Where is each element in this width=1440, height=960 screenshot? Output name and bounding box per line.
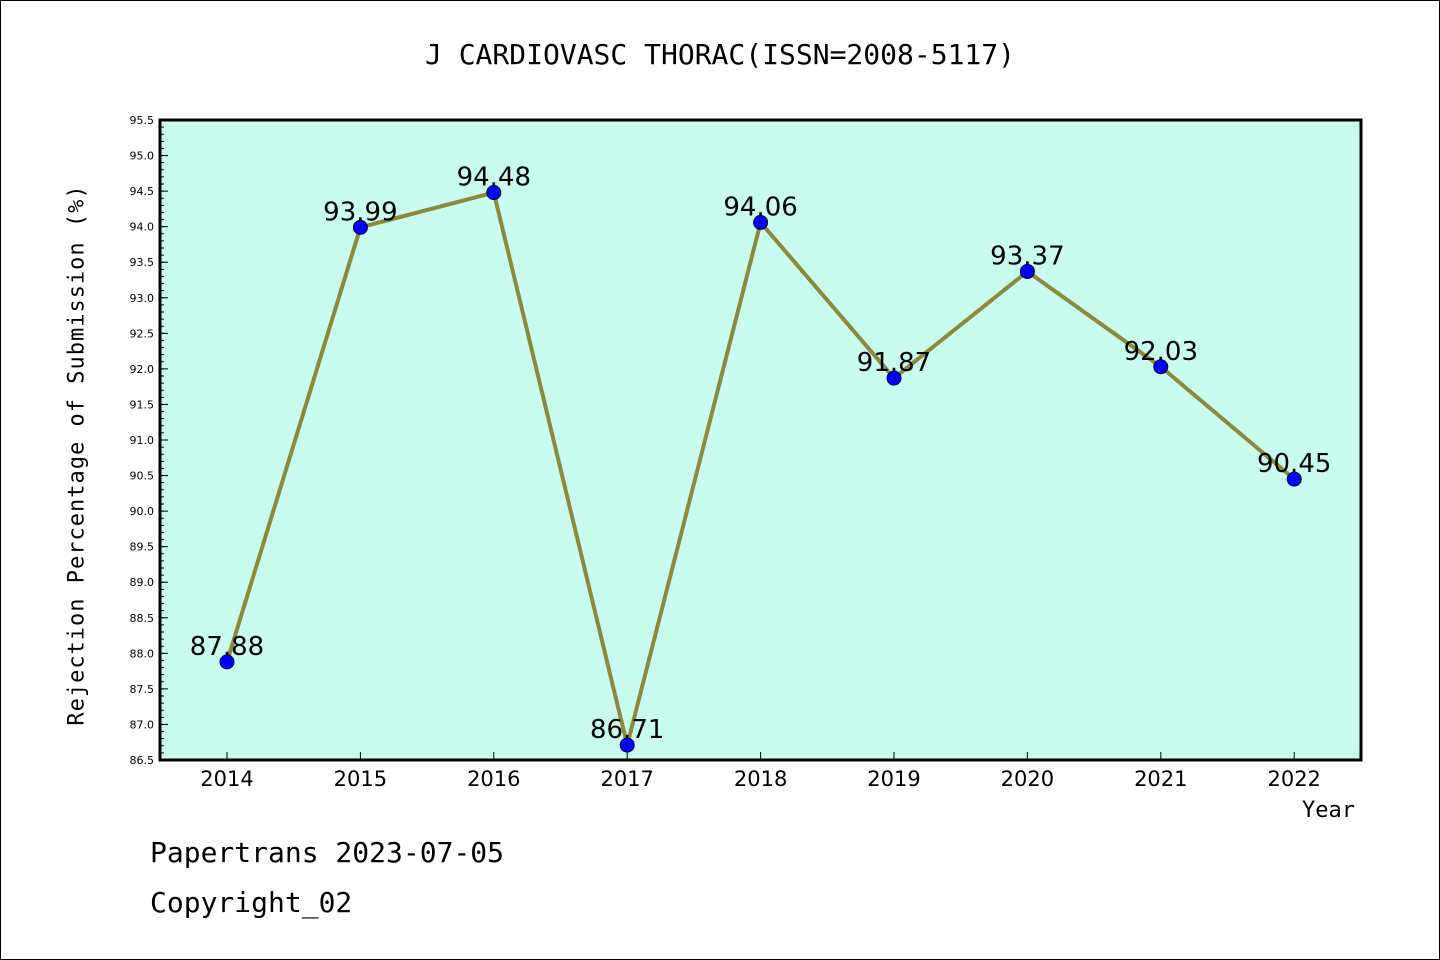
x-tick-label: 2015 (334, 767, 387, 791)
data-point (1153, 359, 1169, 375)
x-tick-label: 2014 (200, 767, 253, 791)
data-label: 93.99 (323, 197, 397, 227)
y-tick-label: 92.0 (130, 363, 155, 376)
data-point (753, 214, 769, 230)
y-tick-label: 91.0 (130, 434, 155, 447)
data-point (886, 370, 902, 386)
y-tick-label: 88.5 (130, 612, 155, 625)
y-tick-label: 89.5 (130, 541, 155, 554)
data-label: 87.88 (190, 632, 264, 662)
x-tick-label: 2016 (467, 767, 520, 791)
y-tick-label: 94.0 (130, 221, 155, 234)
footer-copyright: Copyright_02 (150, 886, 353, 919)
data-label: 90.45 (1257, 449, 1331, 479)
chart-title: J CARDIOVASC THORAC(ISSN=2008-5117) (424, 38, 1015, 71)
y-tick-label: 95.5 (130, 114, 155, 127)
x-tick-label: 2018 (734, 767, 787, 791)
plot-border (158, 118, 1363, 762)
y-tick-label: 86.5 (130, 754, 155, 767)
data-label: 93.37 (990, 241, 1064, 271)
y-tick-label: 88.0 (130, 647, 155, 660)
y-tick-label: 95.0 (130, 150, 155, 163)
y-tick-label: 93.0 (130, 292, 155, 305)
y-tick-label: 92.5 (130, 327, 155, 340)
y-tick-label: 90.0 (130, 505, 155, 518)
data-label: 94.48 (457, 163, 531, 193)
data-point (219, 654, 235, 670)
data-label: 92.03 (1124, 337, 1198, 367)
data-point (1019, 263, 1035, 279)
y-tick-label: 90.5 (130, 470, 155, 483)
data-point (486, 185, 502, 201)
data-point (352, 219, 368, 235)
footer-date: Papertrans 2023-07-05 (150, 836, 505, 869)
x-tick-label: 2017 (600, 767, 653, 791)
data-label: 94.06 (723, 192, 797, 222)
x-axis-label: Year (1302, 798, 1355, 823)
y-tick-label: 89.0 (130, 576, 155, 589)
x-tick-label: 2021 (1134, 767, 1187, 791)
data-point (1286, 471, 1302, 487)
y-tick-label: 87.0 (130, 718, 155, 731)
data-label: 86.71 (590, 715, 664, 745)
data-label: 91.87 (857, 348, 931, 378)
x-tick-label: 2019 (867, 767, 920, 791)
y-tick-label: 87.5 (130, 683, 155, 696)
data-point (619, 737, 635, 753)
y-tick-label: 93.5 (130, 256, 155, 269)
y-tick-label: 91.5 (130, 398, 155, 411)
y-tick-label: 94.5 (130, 185, 155, 198)
x-tick-label: 2022 (1267, 767, 1320, 791)
x-tick-label: 2020 (1001, 767, 1054, 791)
